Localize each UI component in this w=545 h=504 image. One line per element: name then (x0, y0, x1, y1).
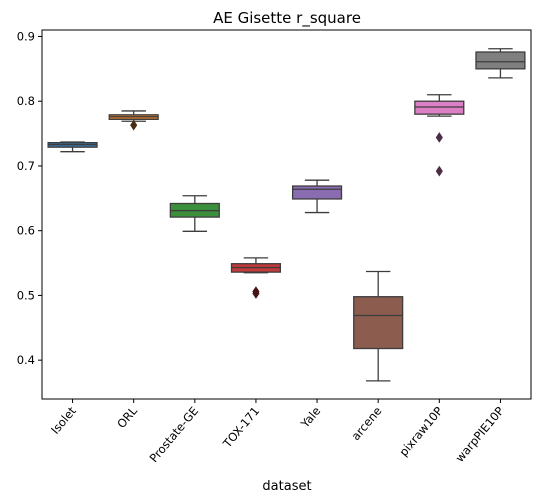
box-warpPIE10P (475, 48, 526, 79)
box-pixraw10P (414, 94, 465, 177)
x-tick-label: arcene (349, 404, 385, 443)
x-tick-label: TOX-171 (220, 404, 263, 451)
box-TOX-171 (230, 257, 282, 299)
box-Yale (291, 179, 343, 214)
box-arcene (353, 270, 404, 382)
plot-area (41, 29, 532, 400)
y-tick-label: 0.9 (17, 29, 35, 43)
chart-title: AE Gisette r_square (213, 9, 361, 28)
x-tick-label: ORL (114, 403, 140, 430)
x-tick-label: pixraw10P (396, 404, 445, 459)
iqr-box (475, 51, 526, 70)
x-tick-label: Isolet (48, 404, 79, 437)
box-ORL (108, 110, 159, 131)
outlier-marker (435, 132, 443, 143)
box-Isolet (47, 141, 98, 153)
x-tick-label: Yale (297, 404, 323, 431)
y-tick-label: 0.4 (17, 353, 35, 367)
outlier-marker (130, 119, 138, 131)
iqr-box (353, 296, 404, 350)
x-tick-label: warpPIE10P (453, 404, 507, 465)
x-axis: Isolet ORL Prostate-GE TOX-171 Yale arcene pix… (48, 399, 507, 465)
y-tick-label: 0.8 (17, 94, 35, 108)
plot-frame (41, 29, 532, 400)
y-tick-label: 0.5 (17, 288, 35, 302)
outlier-marker (252, 288, 260, 299)
x-tick-label: Prostate-GE (147, 404, 202, 465)
y-tick-label: 0.7 (17, 159, 35, 173)
box-Prostate-GE (169, 195, 220, 232)
y-tick-label: 0.6 (17, 224, 35, 238)
iqr-box (291, 185, 343, 200)
x-axis-label: dataset (262, 479, 311, 494)
outlier-marker (435, 165, 443, 177)
y-axis: 0.4 0.5 0.6 0.7 0.8 0.9 (17, 29, 42, 367)
